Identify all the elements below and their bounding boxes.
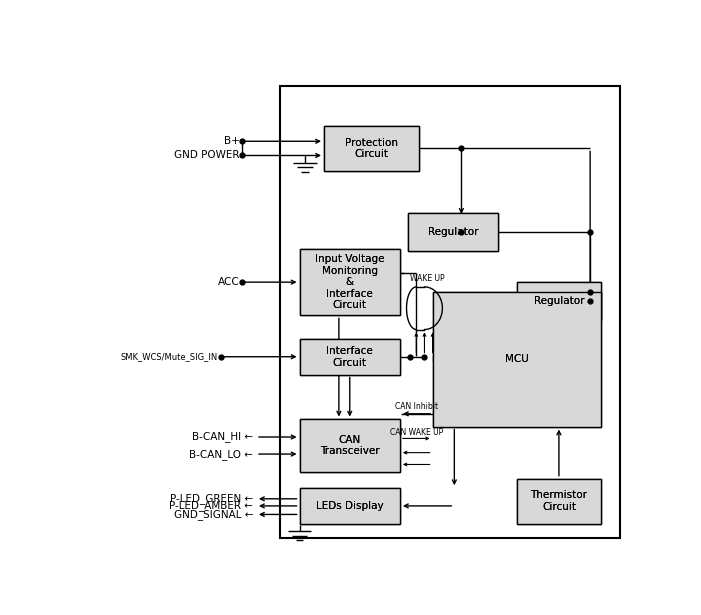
Text: Input Voltage
Monitoring
&
Interface
Circuit: Input Voltage Monitoring & Interface Cir…: [315, 254, 385, 311]
Text: GND_SIGNAL ←: GND_SIGNAL ←: [174, 509, 253, 520]
Text: Thermistor
Circuit: Thermistor Circuit: [531, 490, 587, 512]
Text: B-CAN_LO ←: B-CAN_LO ←: [189, 448, 253, 459]
Bar: [299, 339, 400, 375]
Text: LEDs Display: LEDs Display: [316, 501, 383, 511]
Text: CAN
Transceiver: CAN Transceiver: [320, 435, 379, 456]
Text: CAN WAKE UP: CAN WAKE UP: [390, 427, 443, 437]
Bar: [299, 249, 400, 315]
Bar: [517, 282, 601, 320]
Bar: [517, 282, 601, 320]
Bar: [299, 339, 400, 375]
Text: Regulator: Regulator: [533, 296, 584, 306]
Bar: [517, 478, 601, 524]
Text: Regulator: Regulator: [533, 296, 584, 306]
Text: MCU: MCU: [505, 354, 529, 364]
Bar: [324, 126, 419, 171]
Text: Regulator: Regulator: [428, 228, 478, 237]
Text: P-LED_GREEN ←: P-LED_GREEN ←: [170, 493, 253, 504]
Bar: [299, 249, 400, 315]
Text: Interface
Circuit: Interface Circuit: [327, 346, 373, 368]
Text: CAN
Transceiver: CAN Transceiver: [320, 435, 379, 456]
Text: GND POWER: GND POWER: [175, 151, 240, 161]
Bar: [324, 126, 419, 171]
Text: B+: B+: [224, 137, 240, 146]
Text: MCU: MCU: [505, 354, 529, 364]
Text: Input Voltage
Monitoring
&
Interface
Circuit: Input Voltage Monitoring & Interface Cir…: [315, 254, 385, 311]
Text: Thermistor
Circuit: Thermistor Circuit: [531, 490, 587, 512]
Bar: [299, 488, 400, 524]
Text: ACC: ACC: [218, 277, 240, 287]
Text: SMK_WCS/Mute_SIG_IN: SMK_WCS/Mute_SIG_IN: [121, 352, 218, 361]
Bar: [433, 292, 601, 427]
Text: LEDs Display: LEDs Display: [316, 501, 383, 511]
Bar: [408, 213, 498, 252]
Text: Regulator: Regulator: [428, 228, 478, 237]
Bar: [433, 292, 601, 427]
Bar: [299, 488, 400, 524]
Text: B-CAN_HI ←: B-CAN_HI ←: [192, 432, 253, 442]
Bar: [408, 213, 498, 252]
Text: WAKE UP: WAKE UP: [410, 274, 444, 283]
Text: CAN Inhibit: CAN Inhibit: [395, 402, 438, 411]
Text: P-LED_AMBER ←: P-LED_AMBER ←: [170, 501, 253, 511]
Bar: [299, 419, 400, 472]
Text: Protection
Circuit: Protection Circuit: [345, 138, 398, 159]
Bar: [299, 419, 400, 472]
Text: Protection
Circuit: Protection Circuit: [345, 138, 398, 159]
Text: Interface
Circuit: Interface Circuit: [327, 346, 373, 368]
Bar: [517, 478, 601, 524]
Bar: [280, 85, 620, 538]
